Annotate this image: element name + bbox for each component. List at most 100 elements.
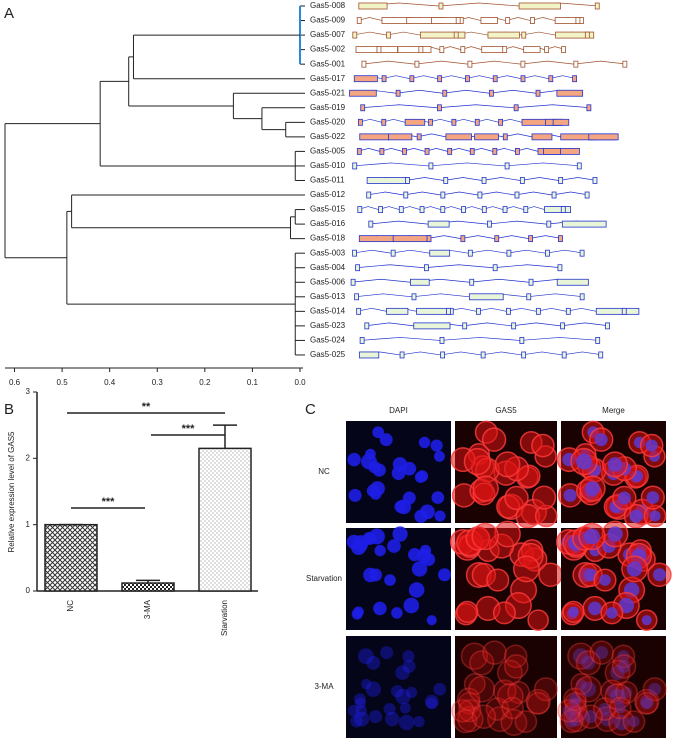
cell-cytoplasm bbox=[589, 640, 614, 665]
cell-cytoplasm bbox=[615, 681, 638, 704]
cell-cytoplasm bbox=[525, 688, 551, 715]
exon bbox=[477, 191, 483, 199]
cell-cytoplasm bbox=[504, 485, 529, 511]
intron bbox=[505, 162, 582, 167]
cell-nucleus bbox=[387, 539, 401, 553]
cell-nucleus bbox=[580, 681, 597, 697]
exon bbox=[352, 31, 358, 39]
intron bbox=[503, 133, 533, 138]
leaf-label: Gas5-010 bbox=[310, 161, 346, 170]
exon bbox=[465, 75, 470, 83]
exon bbox=[439, 337, 445, 344]
intron bbox=[468, 249, 507, 254]
cell-cytoplasm bbox=[460, 642, 489, 670]
intron bbox=[351, 278, 411, 283]
column-label: DAPI bbox=[389, 406, 408, 415]
exon bbox=[519, 337, 525, 344]
exon bbox=[359, 351, 380, 359]
exon bbox=[381, 75, 387, 83]
micrograph bbox=[561, 636, 666, 738]
intron bbox=[400, 351, 441, 356]
intron bbox=[426, 235, 461, 239]
exon bbox=[584, 31, 590, 39]
cell-cytoplasm bbox=[463, 447, 492, 476]
cell-cytoplasm bbox=[469, 650, 495, 676]
cell-cytoplasm bbox=[563, 705, 590, 733]
exon bbox=[360, 104, 366, 112]
exon bbox=[518, 2, 561, 10]
intron bbox=[573, 60, 627, 65]
cell-nucleus bbox=[600, 711, 615, 727]
exon bbox=[592, 177, 598, 184]
intron bbox=[476, 307, 507, 312]
cell-cytoplasm bbox=[450, 699, 475, 723]
exon bbox=[361, 60, 367, 68]
x-tick-label: 0.1 bbox=[247, 378, 259, 387]
intron bbox=[521, 31, 556, 36]
cell-cytoplasm bbox=[458, 699, 482, 723]
exon bbox=[584, 191, 590, 199]
exon bbox=[437, 104, 442, 112]
exon bbox=[546, 220, 552, 228]
cell-nucleus bbox=[392, 457, 408, 472]
cell-nucleus bbox=[568, 606, 579, 618]
intron bbox=[437, 75, 466, 80]
exon bbox=[520, 75, 526, 83]
x-tick-label: 0.3 bbox=[152, 378, 164, 387]
cell-cytoplasm bbox=[526, 691, 550, 715]
cell-nucleus bbox=[418, 436, 431, 449]
x-tick-label: 0.6 bbox=[9, 378, 21, 387]
intron bbox=[489, 89, 537, 94]
intron bbox=[467, 60, 521, 65]
exon bbox=[356, 147, 362, 155]
cell-cytoplasm bbox=[492, 601, 516, 625]
leaf-label: Gas5-018 bbox=[310, 234, 346, 243]
cell-nucleus bbox=[384, 574, 396, 586]
cell-nucleus bbox=[617, 659, 631, 673]
intron bbox=[526, 293, 585, 298]
cell-cytoplasm bbox=[538, 562, 563, 587]
cell-nucleus bbox=[416, 470, 429, 483]
exon bbox=[535, 89, 541, 97]
panel-label: B bbox=[4, 401, 14, 418]
intron bbox=[566, 307, 597, 312]
intron bbox=[442, 89, 490, 94]
exon bbox=[514, 191, 520, 199]
cell-nucleus bbox=[369, 710, 383, 724]
cell-cytoplasm bbox=[496, 659, 523, 686]
cell-nucleus bbox=[379, 433, 393, 447]
exon bbox=[498, 118, 504, 126]
exon bbox=[605, 322, 610, 330]
exon bbox=[565, 307, 571, 315]
exon bbox=[502, 133, 508, 141]
exon bbox=[521, 351, 527, 359]
cell-nucleus bbox=[350, 715, 363, 728]
exon bbox=[504, 162, 510, 170]
exon bbox=[395, 89, 401, 97]
cell-cytoplasm bbox=[472, 475, 499, 502]
cell-nucleus bbox=[369, 568, 383, 582]
exon bbox=[561, 46, 566, 54]
y-tick-label: 3 bbox=[26, 387, 31, 396]
exon bbox=[488, 89, 494, 97]
exon bbox=[437, 75, 443, 83]
cell-cytoplasm bbox=[494, 451, 521, 478]
cell-cytoplasm bbox=[570, 673, 593, 695]
intron bbox=[443, 177, 483, 181]
exon bbox=[439, 46, 445, 54]
intron bbox=[361, 60, 415, 65]
exon bbox=[480, 351, 486, 359]
intron bbox=[437, 104, 515, 109]
exon bbox=[519, 177, 525, 184]
exon bbox=[359, 133, 390, 141]
intron bbox=[465, 75, 494, 80]
exon bbox=[424, 147, 430, 155]
leaf-label: Gas5-019 bbox=[310, 103, 346, 112]
exon bbox=[355, 264, 361, 272]
cell-nucleus bbox=[629, 509, 643, 523]
cell-nucleus bbox=[403, 597, 420, 614]
cell-nucleus bbox=[607, 526, 623, 542]
cell-cytoplasm bbox=[482, 640, 507, 665]
cell-nucleus bbox=[610, 665, 625, 680]
